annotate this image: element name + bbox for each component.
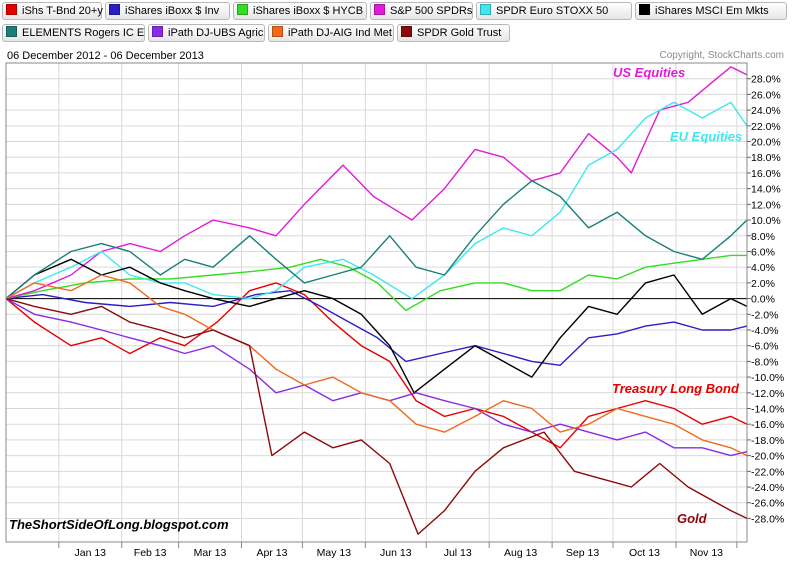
legend-item[interactable]: S&P 500 SPDRs [370, 2, 473, 20]
legend-label: SPDR Euro STOXX 50 [496, 5, 609, 17]
series-line-2 [5, 290, 748, 366]
y-tick-label: -12.0% [751, 388, 784, 400]
series-line-5 [5, 101, 748, 300]
legend-item[interactable]: iPath DJ-AIG Ind Met [268, 24, 394, 42]
series-line-4 [5, 66, 748, 300]
y-tick-label: -24.0% [751, 482, 784, 494]
legend-swatch [272, 26, 283, 37]
legend-label: iPath DJ-UBS Agric [168, 27, 264, 39]
x-tick-label: Apr 13 [256, 547, 287, 559]
y-tick-label: 6.0% [751, 246, 775, 258]
y-tick-label: 0.0% [751, 294, 775, 306]
legend-label: iShares MSCI Em Mkts [655, 5, 769, 17]
x-tick-label: Jul 13 [444, 547, 472, 559]
y-tick-label: 2.0% [751, 278, 775, 290]
y-tick-label: 22.0% [751, 121, 781, 133]
series-lines [5, 66, 748, 535]
x-tick-label: Oct 13 [629, 547, 660, 559]
y-tick-label: 28.0% [751, 74, 781, 86]
y-axis-ticks: 28.0% 26.0% 24.0% 22.0% 20.0% 18.0% 16.0% 14.0%… [747, 74, 784, 525]
annotation-treasury: Treasury Long Bond [612, 381, 740, 396]
legend-label: ELEMENTS Rogers IC E [22, 27, 145, 39]
series-line-10 [5, 297, 748, 535]
y-tick-label: -16.0% [751, 419, 784, 431]
y-tick-label: 16.0% [751, 168, 781, 180]
y-tick-label: -4.0% [751, 325, 778, 337]
x-tick-label: Sep 13 [566, 547, 599, 559]
legend-item[interactable]: SPDR Gold Trust [397, 24, 510, 42]
y-tick-label: -8.0% [751, 356, 778, 368]
y-tick-label: -6.0% [751, 341, 778, 353]
legend-swatch [374, 4, 385, 15]
y-tick-label: -20.0% [751, 451, 784, 463]
y-tick-label: 24.0% [751, 105, 781, 117]
legend-label: iShares iBoxx $ HYCB [253, 5, 364, 17]
legend-item[interactable]: iPath DJ-UBS Agric [148, 24, 265, 42]
legend-swatch [237, 4, 248, 15]
y-tick-label: -28.0% [751, 513, 784, 525]
x-tick-label: Jan 13 [74, 547, 106, 559]
y-tick-label: -18.0% [751, 435, 784, 447]
x-grid-lines [58, 63, 738, 542]
legend-label: iPath DJ-AIG Ind Met [288, 27, 392, 39]
series-line-9 [5, 274, 748, 457]
y-tick-label: 26.0% [751, 89, 781, 101]
y-tick-label: 18.0% [751, 152, 781, 164]
x-tick-label: Feb 13 [134, 547, 167, 559]
y-tick-label: -2.0% [751, 309, 778, 321]
x-tick-label: Aug 13 [504, 547, 537, 559]
legend-swatch [152, 26, 163, 37]
annotation-eu-equities: EU Equities [670, 129, 742, 144]
legend-item[interactable]: iShares iBoxx $ HYCB [233, 2, 367, 20]
legend-label: S&P 500 SPDRs [390, 5, 473, 17]
legend-item[interactable]: iShs T-Bnd 20+y [2, 2, 103, 20]
y-tick-label: 20.0% [751, 137, 781, 149]
legend: iShs T-Bnd 20+y iShares iBoxx $ Inv iShare… [2, 2, 792, 46]
plot-frame [5, 62, 748, 543]
legend-swatch [6, 4, 17, 15]
y-tick-label: 10.0% [751, 215, 781, 227]
legend-swatch [480, 4, 491, 15]
copyright: Copyright, StockCharts.com [659, 50, 785, 61]
legend-item[interactable]: ELEMENTS Rogers IC E [2, 24, 145, 42]
y-tick-label: 4.0% [751, 262, 775, 274]
x-tick-label: Mar 13 [194, 547, 227, 559]
y-tick-label: 12.0% [751, 199, 781, 211]
x-tick-label: Jun 13 [380, 547, 412, 559]
series-line-6 [5, 258, 748, 394]
legend-swatch [639, 4, 650, 15]
annotation-gold: Gold [677, 511, 708, 526]
x-tick-label: Nov 13 [690, 547, 723, 559]
watermark: TheShortSideOfLong.blogspot.com [9, 517, 229, 532]
series-line-7 [5, 180, 748, 300]
legend-swatch [109, 4, 120, 15]
legend-item[interactable]: SPDR Euro STOXX 50 [476, 2, 632, 20]
y-tick-label: 14.0% [751, 184, 781, 196]
legend-label: iShs T-Bnd 20+y [22, 5, 103, 17]
annotation-us-equities: US Equities [613, 65, 685, 80]
legend-label: SPDR Gold Trust [417, 27, 502, 39]
y-tick-label: -10.0% [751, 372, 784, 384]
legend-item[interactable]: iShares iBoxx $ Inv [105, 2, 230, 20]
x-axis-ticks: Jan 13 Feb 13 Mar 13 Apr 13 May 13 Jun 13 Jul … [58, 542, 738, 559]
legend-swatch [6, 26, 17, 37]
legend-swatch [401, 26, 412, 37]
x-tick-label: May 13 [317, 547, 352, 559]
y-tick-label: -22.0% [751, 466, 784, 478]
y-tick-label: 8.0% [751, 231, 775, 243]
y-tick-label: -14.0% [751, 404, 784, 416]
date-range: 06 December 2012 - 06 December 2013 [7, 50, 204, 62]
legend-label: iShares iBoxx $ Inv [125, 5, 220, 17]
legend-item[interactable]: iShares MSCI Em Mkts [635, 2, 787, 20]
series-line-3 [5, 254, 747, 312]
y-tick-label: -26.0% [751, 498, 784, 510]
series-line-1 [5, 282, 748, 449]
